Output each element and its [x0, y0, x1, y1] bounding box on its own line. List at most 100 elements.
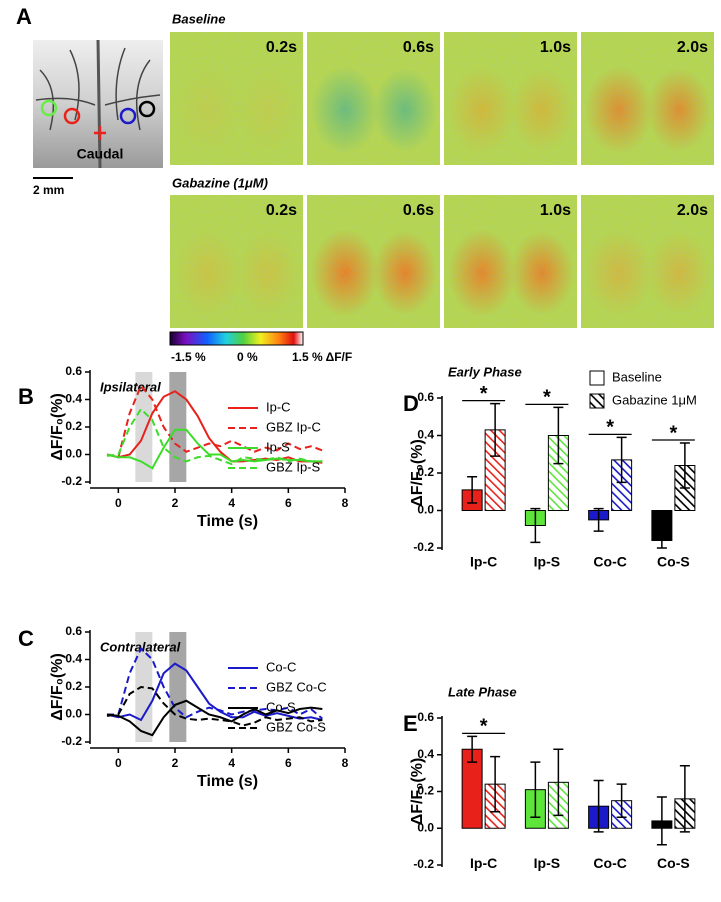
heatmap-image — [444, 32, 577, 165]
error-bar — [679, 765, 690, 833]
legend-label: GBZ Ip-C — [266, 419, 321, 434]
y-tick-label: 0.6 — [417, 710, 434, 724]
y-tick-label: 0.6 — [65, 624, 82, 638]
x-tick-label: 0 — [115, 756, 122, 770]
heatmap-image — [581, 32, 714, 165]
time-label: 2.0s — [677, 202, 708, 219]
highlight-span — [135, 372, 153, 482]
x-tick-label: 8 — [342, 756, 349, 770]
y-axis-label: ΔF/F₀(%) — [49, 393, 66, 461]
legend-swatch — [589, 370, 605, 386]
y-tick-label: 0.2 — [65, 679, 82, 693]
legend-label: Gabazine 1μM — [612, 392, 697, 407]
significance-label: * — [606, 417, 614, 439]
x-tick-label: Co-C — [593, 554, 626, 570]
y-tick-label: 0.4 — [65, 652, 82, 666]
legend-label: Ip-C — [266, 399, 291, 414]
series-line — [106, 428, 323, 470]
error-bar — [490, 402, 501, 457]
error-bar — [593, 779, 604, 833]
error-bar — [593, 507, 604, 532]
x-tick-label: 6 — [285, 496, 292, 510]
y-tick-label: 0.6 — [417, 390, 434, 404]
series-line — [106, 699, 323, 737]
heatmap-image — [170, 195, 303, 328]
y-tick-label: 0.0 — [65, 707, 82, 721]
x-axis-label: Time (s) — [197, 513, 258, 530]
error-bar — [467, 476, 478, 504]
time-label: 1.0s — [540, 39, 571, 56]
error-bar — [530, 507, 541, 544]
time-label: 2.0s — [677, 39, 708, 56]
time-label: 0.6s — [403, 39, 434, 56]
series-line — [106, 662, 323, 722]
x-tick-label: Co-S — [657, 855, 690, 871]
brain-image — [33, 39, 163, 179]
chart-title: Early Phase — [448, 364, 522, 379]
x-tick-label: 2 — [172, 496, 179, 510]
x-tick-label: 8 — [342, 496, 349, 510]
x-axis-label: Time (s) — [197, 773, 258, 790]
time-label: 0.2s — [266, 202, 297, 219]
y-axis-label: ΔF/F₀(%) — [409, 758, 426, 826]
y-tick-label: 0.4 — [417, 747, 434, 761]
series-line — [107, 646, 323, 720]
y-tick-label: 0.4 — [65, 392, 82, 406]
y-tick-label: -0.2 — [61, 734, 82, 748]
y-tick-label: 0.6 — [65, 364, 82, 378]
time-label: 0.2s — [266, 39, 297, 56]
error-bar — [616, 783, 627, 818]
y-tick-label: 0.4 — [417, 428, 434, 442]
error-bar — [490, 755, 501, 813]
series-line — [106, 685, 323, 727]
series-line — [106, 383, 323, 459]
chart-title: Late Phase — [448, 684, 517, 699]
x-tick-label: Co-C — [593, 855, 626, 871]
panel-label: C — [18, 626, 34, 651]
legend-label: GBZ Co-S — [266, 719, 326, 734]
error-bar — [467, 735, 478, 763]
significance-label: * — [480, 716, 488, 738]
colorbar-label: 1.5 % ΔF/F — [292, 350, 352, 364]
error-bar — [656, 796, 667, 846]
significance-label: * — [480, 383, 488, 405]
y-axis-label: ΔF/F₀(%) — [409, 439, 426, 507]
error-bar — [656, 532, 667, 549]
heatmap-image — [307, 195, 440, 328]
significance-label: * — [543, 387, 551, 409]
row-title: Baseline — [172, 11, 225, 26]
colorbar-label: -1.5 % — [171, 350, 206, 364]
x-tick-label: Ip-C — [470, 554, 497, 570]
y-tick-label: -0.2 — [413, 857, 434, 871]
error-bar — [679, 442, 690, 489]
x-tick-label: 2 — [172, 756, 179, 770]
y-tick-label: -0.2 — [413, 540, 434, 554]
x-tick-label: 0 — [115, 496, 122, 510]
x-tick-label: Ip-S — [534, 855, 560, 871]
brain-label: Caudal — [77, 146, 124, 162]
heatmap-image — [170, 32, 303, 165]
legend-swatch — [589, 393, 605, 409]
significance-label: * — [669, 422, 677, 444]
chart-title: Contralateral — [100, 639, 181, 654]
y-tick-label: -0.2 — [61, 474, 82, 488]
panel-label: B — [18, 384, 34, 409]
x-tick-label: Ip-S — [534, 554, 560, 570]
highlight-span — [135, 632, 153, 742]
legend-label: GBZ Co-C — [266, 679, 327, 694]
row-title: Gabazine (1μM) — [172, 175, 268, 190]
x-tick-label: Ip-C — [470, 855, 497, 871]
heatmap-image — [307, 32, 440, 165]
y-tick-label: 0.0 — [417, 503, 434, 517]
heatmap-image — [581, 195, 714, 328]
legend-label: Co-C — [266, 659, 296, 674]
y-tick-label: 0.2 — [417, 465, 434, 479]
time-label: 1.0s — [540, 202, 571, 219]
y-tick-label: 0.0 — [417, 820, 434, 834]
x-tick-label: Co-S — [657, 554, 690, 570]
panel-label: A — [16, 4, 32, 29]
legend-label: Co-S — [266, 699, 296, 714]
legend-label: Ip-S — [266, 439, 290, 454]
error-bar — [616, 436, 627, 484]
